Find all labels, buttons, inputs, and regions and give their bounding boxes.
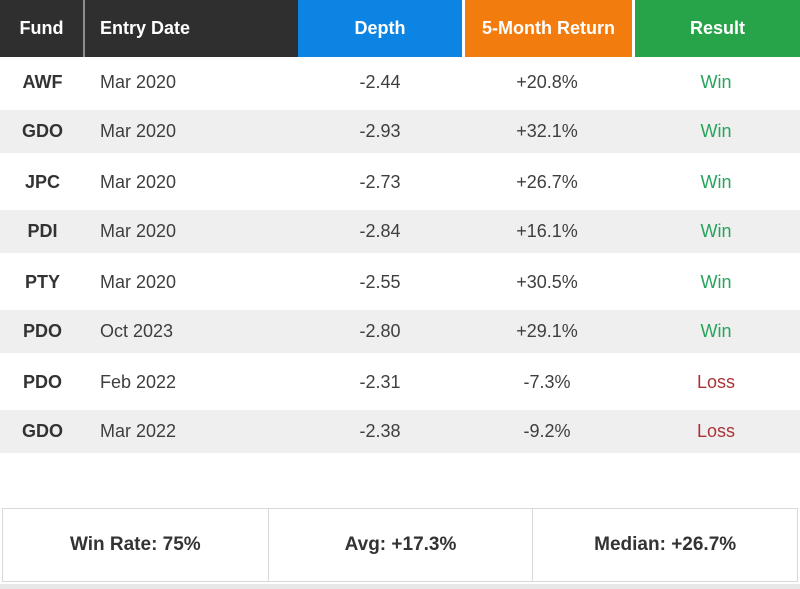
depth-value: -2.44 <box>359 71 401 92</box>
entry-date: Oct 2023 <box>100 321 174 341</box>
return-value: +20.8% <box>516 71 578 92</box>
table-row: PDI Mar 2020 -2.84 +16.1% Win <box>0 207 800 257</box>
fund-ticker: GDO <box>21 421 63 441</box>
returns-table: Fund Entry Date Depth 5-Month Return Res… <box>0 0 800 457</box>
entry-date: Mar 2020 <box>100 271 177 292</box>
result-label: Win <box>700 221 732 241</box>
column-header-fund: Fund <box>0 0 85 57</box>
fund-ticker: GDO <box>21 121 63 141</box>
return-value: +16.1% <box>516 221 578 241</box>
summary-bar: Win Rate: 75% Avg: +17.3% Median: +26.7% <box>2 508 798 582</box>
result-label: Win <box>700 121 732 141</box>
result-label: Win <box>700 321 732 341</box>
return-value: -7.3% <box>523 371 571 392</box>
fund-ticker: PDO <box>22 371 62 392</box>
entry-date: Mar 2020 <box>100 221 177 241</box>
depth-value: -2.73 <box>359 171 401 192</box>
fund-ticker: PDI <box>27 221 58 241</box>
depth-value: -2.31 <box>359 371 401 392</box>
result-label: Loss <box>696 421 736 441</box>
median-return-stat: Median: +26.7% <box>532 509 797 581</box>
column-header-5-month-return: 5-Month Return <box>462 0 632 57</box>
return-value: +29.1% <box>516 321 578 341</box>
depth-value: -2.55 <box>359 271 401 292</box>
result-label: Loss <box>696 371 736 392</box>
table-row: PDO Oct 2023 -2.80 +29.1% Win <box>0 307 800 357</box>
entry-date: Mar 2020 <box>100 121 177 141</box>
return-value: -9.2% <box>523 421 571 441</box>
avg-return-stat: Avg: +17.3% <box>267 509 533 581</box>
table-header-row: Fund Entry Date Depth 5-Month Return Res… <box>0 0 800 57</box>
table-row: AWF Mar 2020 -2.44 +20.8% Win <box>0 57 800 107</box>
return-value: +26.7% <box>516 171 578 192</box>
result-label: Win <box>700 171 732 192</box>
column-header-depth: Depth <box>298 0 462 57</box>
fund-ticker: JPC <box>24 171 60 192</box>
table-row: PDO Feb 2022 -2.31 -7.3% Loss <box>0 357 800 407</box>
return-value: +30.5% <box>516 271 578 292</box>
fund-ticker: AWF <box>22 71 63 92</box>
depth-value: -2.38 <box>359 421 401 441</box>
depth-value: -2.84 <box>359 221 401 241</box>
column-header-result: Result <box>632 0 800 57</box>
entry-date: Mar 2022 <box>100 421 177 441</box>
win-rate-stat: Win Rate: 75% <box>69 534 201 555</box>
table-row: GDO Mar 2022 -2.38 -9.2% Loss <box>0 407 800 457</box>
fund-ticker: PDO <box>22 321 62 341</box>
table-row: PTY Mar 2020 -2.55 +30.5% Win <box>0 257 800 307</box>
entry-date: Feb 2022 <box>100 371 177 392</box>
depth-value: -2.93 <box>359 121 401 141</box>
entry-date: Mar 2020 <box>100 171 177 192</box>
table-row: GDO Mar 2020 -2.93 +32.1% Win <box>0 107 800 157</box>
bottom-edge-strip <box>0 584 800 589</box>
table-row: JPC Mar 2020 -2.73 +26.7% Win <box>0 157 800 207</box>
depth-value: -2.80 <box>359 321 401 341</box>
column-header-entry-date: Entry Date <box>85 0 298 57</box>
return-value: +32.1% <box>516 121 578 141</box>
entry-date: Mar 2020 <box>100 71 177 92</box>
fund-ticker: PTY <box>24 271 60 292</box>
result-label: Win <box>700 71 732 92</box>
result-label: Win <box>700 271 732 292</box>
